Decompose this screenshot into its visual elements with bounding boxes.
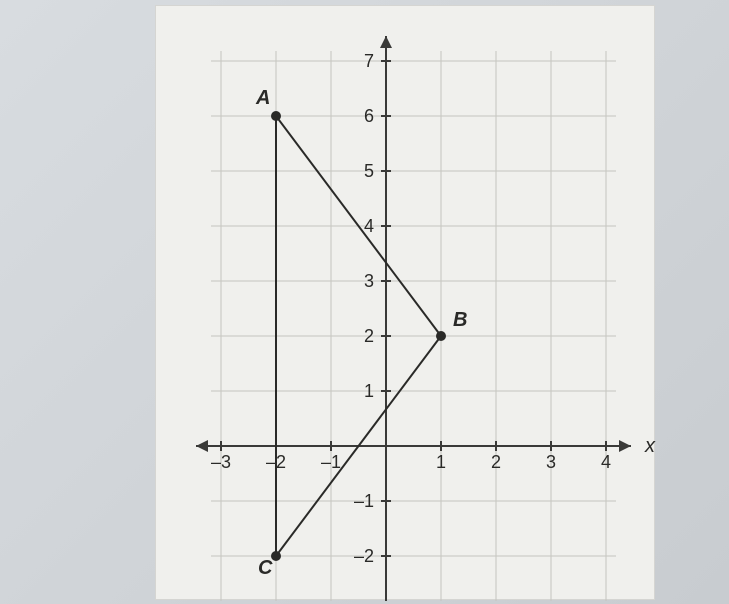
y-tick-label: 1	[364, 381, 374, 401]
y-axis-arrow-up	[380, 36, 392, 48]
point-label-b: B	[453, 309, 467, 331]
coordinate-grid-chart: –3–2–11234–3–2–11234567xABC	[155, 5, 655, 600]
point-b	[436, 331, 446, 341]
y-tick-label: 2	[364, 326, 374, 346]
x-tick-label: –1	[321, 452, 341, 472]
x-tick-label: 2	[491, 452, 501, 472]
x-tick-label: 3	[546, 452, 556, 472]
y-tick-label: 7	[364, 51, 374, 71]
y-tick-label: –2	[354, 546, 374, 566]
y-tick-label: 4	[364, 216, 374, 236]
y-tick-label: 3	[364, 271, 374, 291]
x-tick-label: –3	[211, 452, 231, 472]
point-label-c: C	[258, 557, 273, 579]
chart-svg: –3–2–11234–3–2–11234567xABC	[156, 6, 656, 601]
y-tick-label: –1	[354, 491, 374, 511]
y-tick-label: 6	[364, 106, 374, 126]
x-axis-label: x	[644, 435, 656, 457]
x-axis-arrow-right	[619, 440, 631, 452]
point-a	[271, 111, 281, 121]
point-c	[271, 551, 281, 561]
point-label-a: A	[255, 87, 270, 109]
x-axis-arrow-left	[196, 440, 208, 452]
y-tick-label: 5	[364, 161, 374, 181]
x-tick-label: 4	[601, 452, 611, 472]
x-tick-label: 1	[436, 452, 446, 472]
